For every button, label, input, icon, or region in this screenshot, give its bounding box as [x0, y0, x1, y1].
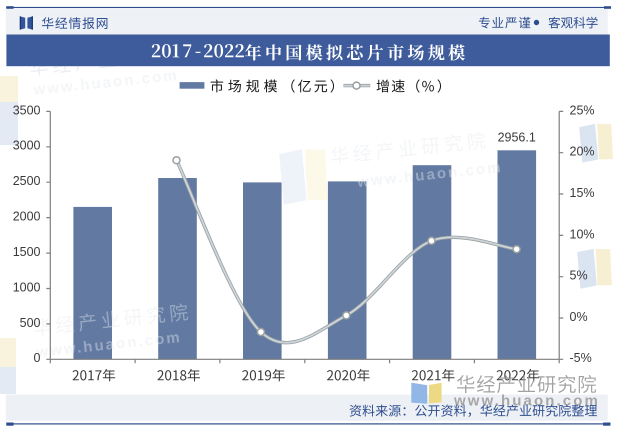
- svg-text:3500: 3500: [13, 103, 41, 117]
- svg-text:1500: 1500: [13, 245, 41, 259]
- svg-text:25%: 25%: [570, 103, 595, 117]
- svg-text:www.huaon.com: www.huaon.com: [453, 393, 600, 410]
- svg-text:1000: 1000: [13, 280, 41, 294]
- svg-text:5%: 5%: [570, 269, 588, 283]
- svg-text:500: 500: [20, 316, 41, 330]
- svg-text:0: 0: [34, 351, 41, 365]
- svg-text:2956.1: 2956.1: [498, 131, 536, 145]
- svg-text:0%: 0%: [570, 310, 588, 324]
- svg-text:3000: 3000: [13, 139, 41, 153]
- svg-text:2500: 2500: [13, 174, 41, 188]
- svg-text:20%: 20%: [570, 145, 595, 159]
- svg-text:2000: 2000: [13, 210, 41, 224]
- svg-text:15%: 15%: [570, 186, 595, 200]
- svg-text:-5%: -5%: [570, 351, 592, 365]
- svg-text:10%: 10%: [570, 227, 595, 241]
